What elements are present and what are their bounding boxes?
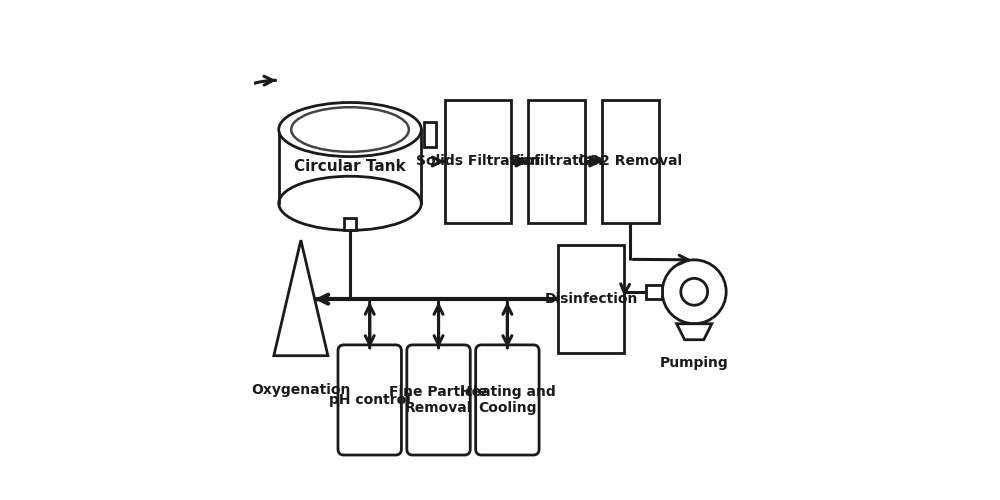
Text: Biofiltration: Biofiltration <box>510 154 603 168</box>
Text: Oxygenation: Oxygenation <box>251 383 351 397</box>
Text: Solids Filtration: Solids Filtration <box>416 154 540 168</box>
Bar <box>558 245 624 353</box>
Text: Fine Particle
Removal: Fine Particle Removal <box>389 385 488 415</box>
Bar <box>279 130 421 204</box>
Bar <box>424 122 436 147</box>
Bar <box>646 284 662 299</box>
FancyBboxPatch shape <box>476 345 539 455</box>
Circle shape <box>662 260 726 324</box>
Ellipse shape <box>291 107 409 152</box>
Text: CO2 Removal: CO2 Removal <box>578 154 682 168</box>
Text: pH control: pH control <box>329 393 411 407</box>
Bar <box>344 218 356 230</box>
Bar <box>528 100 585 223</box>
Text: Pumping: Pumping <box>660 356 729 370</box>
Text: Circular Tank: Circular Tank <box>294 159 406 174</box>
Text: Disinfection: Disinfection <box>544 292 638 306</box>
Ellipse shape <box>279 102 421 156</box>
Text: Heating and
Cooling: Heating and Cooling <box>460 385 555 415</box>
Bar <box>445 100 511 223</box>
Bar <box>602 100 659 223</box>
FancyBboxPatch shape <box>407 345 470 455</box>
Polygon shape <box>677 324 712 340</box>
Circle shape <box>681 278 708 305</box>
FancyBboxPatch shape <box>338 345 401 455</box>
Polygon shape <box>274 240 328 356</box>
Ellipse shape <box>279 176 421 231</box>
